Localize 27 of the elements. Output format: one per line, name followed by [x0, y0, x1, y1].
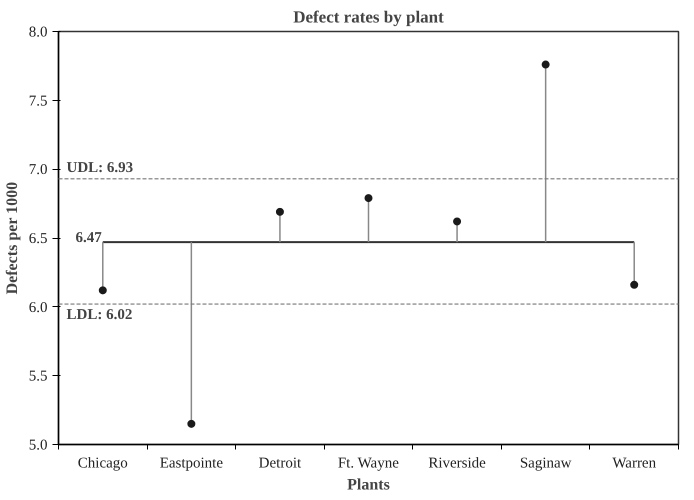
y-tick-label: 6.0 — [28, 300, 48, 316]
ref-line-label: 6.47 — [76, 230, 102, 246]
x-axis-title: Plants — [347, 476, 390, 494]
ref-line-label: UDL: 6.93 — [66, 160, 134, 176]
x-tick-label: Eastpointe — [160, 456, 224, 472]
point — [276, 208, 284, 216]
y-tick-label: 5.0 — [28, 438, 48, 454]
point — [364, 194, 372, 202]
x-tick-label: Saginaw — [520, 456, 572, 472]
y-tick-label: 7.0 — [28, 162, 48, 178]
x-tick-label: Riverside — [428, 456, 486, 472]
point — [630, 280, 638, 289]
point — [453, 217, 462, 226]
x-tick-label: Chicago — [78, 456, 128, 472]
y-tick-label: 6.5 — [28, 231, 48, 247]
y-tick-label: 8.0 — [28, 24, 48, 40]
y-tick-label: 7.5 — [28, 93, 48, 110]
point — [98, 286, 107, 294]
y-axis-title: Defects per 1000 — [4, 182, 21, 294]
y-tick-label: 5.5 — [28, 368, 48, 385]
point — [542, 60, 550, 69]
point — [187, 420, 196, 428]
x-tick-label: Ft. Wayne — [338, 456, 400, 472]
chart-title: Defect rates by plant — [293, 8, 444, 26]
x-tick-label: Warren — [612, 456, 657, 472]
x-tick-label: Detroit — [258, 456, 302, 472]
ref-line-label: LDL: 6.02 — [66, 307, 132, 324]
